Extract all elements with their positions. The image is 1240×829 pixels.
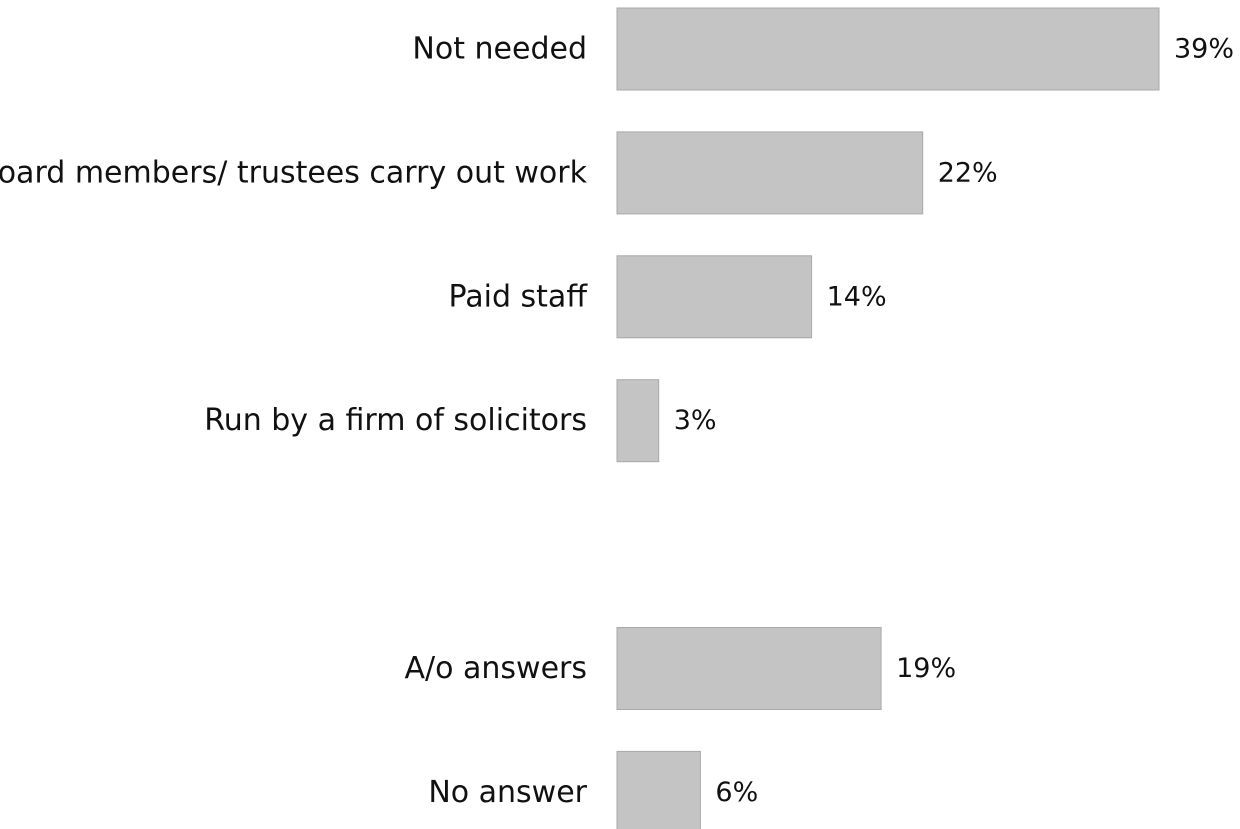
category-label: A/o answers: [404, 651, 587, 686]
bar: [616, 379, 660, 463]
bar: [616, 131, 924, 215]
value-label: 19%: [896, 653, 956, 684]
value-label: 3%: [674, 405, 717, 436]
plot-area: Not needed 39% Board members/ trustees car…: [0, 7, 1234, 829]
category-label: Board members/ trustees carry out work: [0, 155, 588, 190]
category-label: No answer: [428, 775, 587, 810]
bar: [616, 750, 701, 829]
value-label: 39%: [1174, 34, 1234, 65]
bar: [616, 627, 882, 710]
bar: [616, 255, 813, 339]
value-label: 22%: [938, 157, 998, 188]
value-label: 14%: [827, 281, 887, 312]
category-label: Paid staff: [449, 279, 589, 314]
category-label: Run by a firm of solicitors: [204, 403, 587, 438]
category-label: Not needed: [412, 32, 587, 67]
value-label: 6%: [715, 777, 758, 808]
bar: [616, 7, 1160, 91]
